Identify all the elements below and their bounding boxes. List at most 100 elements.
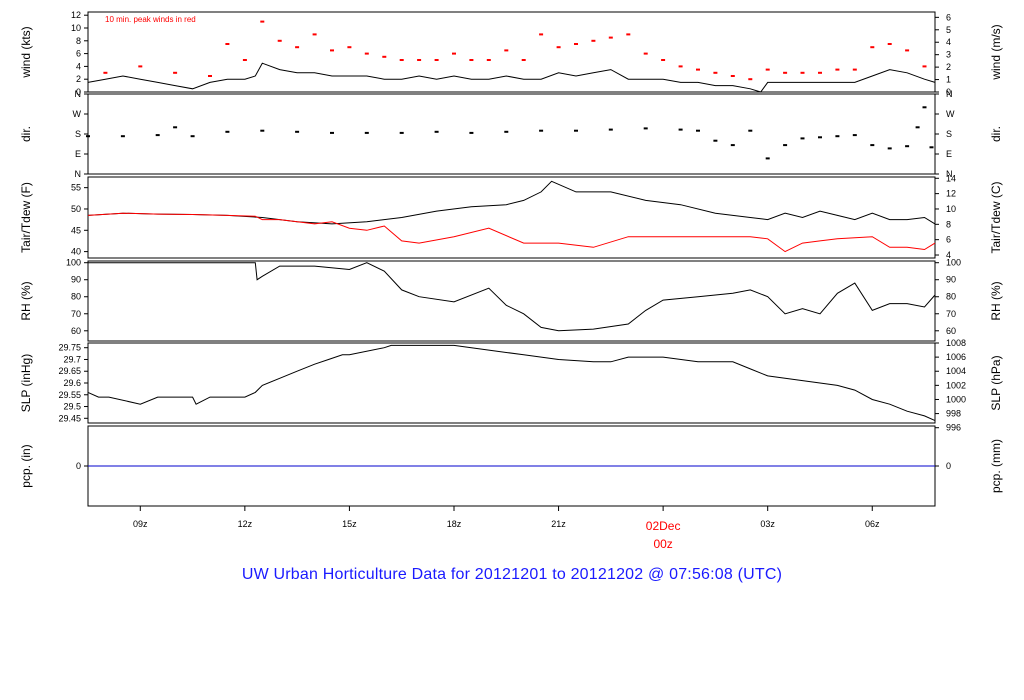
tick-label-left: 100 xyxy=(66,258,81,268)
data-point-wind xyxy=(225,43,230,45)
data-point-wind xyxy=(870,46,875,49)
data-point-dir xyxy=(608,128,613,131)
data-point-dir xyxy=(260,129,265,132)
tick-label-left: 70 xyxy=(71,309,81,319)
tick-label-right: S xyxy=(946,129,952,139)
data-point-wind xyxy=(469,59,474,61)
data-point-wind xyxy=(835,68,840,71)
data-point-wind xyxy=(242,59,247,61)
tick-label-left: 0 xyxy=(76,87,81,97)
series-line-rh-0 xyxy=(88,262,936,332)
tick-label-right: E xyxy=(946,149,952,159)
data-point-dir xyxy=(713,139,718,142)
data-point-wind xyxy=(783,71,788,74)
ylabel-right: SLP (hPa) xyxy=(989,355,1003,410)
data-point-wind xyxy=(608,36,613,39)
data-point-wind xyxy=(486,59,491,61)
data-point-wind xyxy=(643,52,648,55)
tick-label-right: 2 xyxy=(946,62,951,72)
tick-label-left: N xyxy=(75,169,82,179)
tick-label-right: 5 xyxy=(946,25,951,35)
ylabel-right: RH (%) xyxy=(989,281,1003,320)
tick-label-left: 29.5 xyxy=(63,402,81,412)
data-point-wind xyxy=(173,71,178,74)
data-point-wind xyxy=(713,71,718,74)
data-point-dir xyxy=(870,144,875,147)
panel-temp: Tair/Tdew (F) Tair/Tdew (C) 40 45 50 55 4 6 8 10 1… xyxy=(19,173,1003,260)
tick-label-right: 90 xyxy=(946,275,956,285)
data-point-wind xyxy=(922,65,927,68)
tick-label-left: 80 xyxy=(71,292,81,302)
data-point-dir xyxy=(915,126,920,129)
data-point-wind xyxy=(765,68,770,71)
data-point-wind xyxy=(277,39,282,42)
data-point-wind xyxy=(208,75,212,77)
data-point-wind xyxy=(852,68,857,71)
data-point-wind xyxy=(887,43,892,45)
tick-label-left: N xyxy=(75,89,82,99)
data-point-wind xyxy=(748,78,753,81)
ylabel-left: dir. xyxy=(19,126,33,142)
ylabel-right: wind (m/s) xyxy=(989,24,1003,80)
data-point-wind xyxy=(521,59,526,61)
tick-label-left: 50 xyxy=(71,204,81,214)
data-point-dir xyxy=(922,106,927,109)
data-point-dir xyxy=(905,145,910,148)
x-tick-label: 03z xyxy=(760,519,775,529)
panel-frame xyxy=(87,260,936,342)
tick-label-right: 996 xyxy=(946,423,961,433)
data-point-wind xyxy=(295,46,300,49)
data-point-wind xyxy=(417,59,422,61)
series-line-temp-1 xyxy=(87,212,936,253)
data-point-wind xyxy=(556,46,561,49)
data-point-dir xyxy=(730,144,735,147)
data-point-dir xyxy=(765,157,770,160)
tick-label-left: 12 xyxy=(71,10,81,20)
data-point-wind xyxy=(574,43,578,45)
data-point-wind xyxy=(539,33,544,36)
data-point-wind xyxy=(504,49,509,52)
panel-frame xyxy=(87,93,936,175)
ylabel-left: wind (kts) xyxy=(19,26,33,78)
tick-label-left: 90 xyxy=(71,275,81,285)
tick-label-left: 45 xyxy=(71,225,81,235)
data-point-wind xyxy=(382,55,387,58)
data-point-dir xyxy=(696,129,700,132)
data-point-wind xyxy=(626,33,631,36)
panel-pcp: pcp. (in) pcp. (mm) 0 0 xyxy=(19,425,1003,507)
data-point-wind xyxy=(103,71,108,74)
tick-label-right: 12 xyxy=(946,189,956,199)
data-point-wind xyxy=(364,52,369,55)
data-point-dir xyxy=(225,130,230,133)
tick-label-left: 8 xyxy=(76,36,81,46)
data-point-wind xyxy=(138,65,143,68)
data-point-dir xyxy=(748,129,753,132)
data-point-dir xyxy=(539,129,544,132)
data-point-dir xyxy=(155,134,160,137)
data-point-wind xyxy=(591,39,596,42)
data-point-wind xyxy=(800,71,805,74)
tick-label-right: 60 xyxy=(946,326,956,336)
tick-label-left: E xyxy=(75,149,81,159)
data-point-wind xyxy=(312,33,317,36)
tick-label-left: 29.7 xyxy=(63,354,81,364)
tick-label-right: 70 xyxy=(946,309,956,319)
tick-label-right: 4 xyxy=(946,250,951,260)
data-point-dir xyxy=(835,135,840,138)
date-mark-label: 02Dec xyxy=(646,519,681,533)
data-point-wind xyxy=(260,20,265,23)
x-tick-label: 21z xyxy=(551,519,566,529)
data-point-dir xyxy=(364,131,369,134)
tick-label-left: 29.6 xyxy=(63,378,81,388)
chart-title: UW Urban Horticulture Data for 20121201 … xyxy=(241,566,783,583)
data-point-dir xyxy=(330,131,334,134)
tick-label-right: 1004 xyxy=(946,366,966,376)
data-point-dir xyxy=(120,135,125,138)
data-point-wind xyxy=(905,49,910,52)
tick-label-left: 0 xyxy=(76,461,81,471)
date-mark-hour: 00z xyxy=(653,537,672,551)
x-tick-label: 09z xyxy=(133,519,148,529)
